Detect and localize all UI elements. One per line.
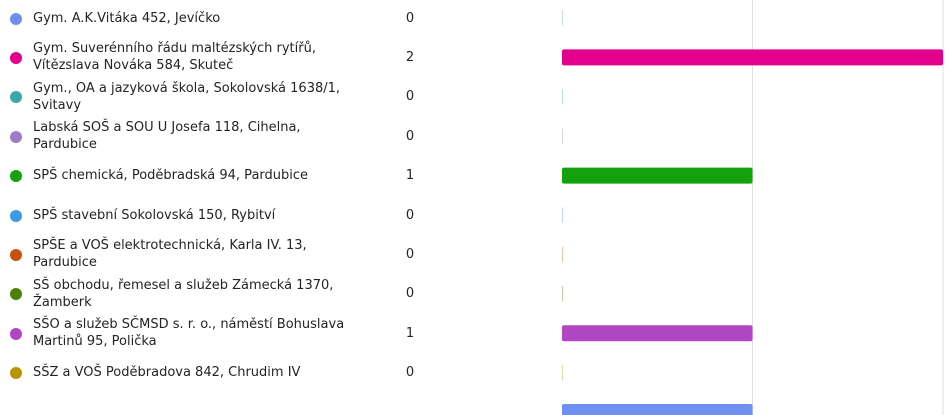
bar xyxy=(562,246,563,263)
value-label: 0 xyxy=(405,207,415,223)
legend-dot xyxy=(10,327,22,340)
bar xyxy=(562,49,943,66)
legend-row: SŠO a služeb SČMSD s. r. o., náměstí Boh… xyxy=(0,314,430,353)
legend-dot xyxy=(10,170,22,183)
legend-row: Gym. Suverénního řádu maltézských rytířů… xyxy=(0,38,430,77)
category-label: Gym. Suverénního řádu maltézských rytířů… xyxy=(33,41,316,74)
bar xyxy=(562,167,753,184)
bar xyxy=(562,88,563,105)
value-label: 0 xyxy=(405,365,415,381)
category-label: SŠZ a VOŠ Poděbradova 842, Chrudim IV xyxy=(33,365,301,381)
value-label: 0 xyxy=(405,246,415,262)
legend-row: Gym. A.K.Vitáka 452, Jevíčko 0 xyxy=(0,0,430,38)
value-label: 1 xyxy=(405,168,415,184)
legend-dot xyxy=(10,130,22,143)
legend-row: Gym., OA a jazyková škola, Sokolovská 16… xyxy=(0,77,430,116)
category-label: SŠO a služeb SČMSD s. r. o., náměstí Boh… xyxy=(33,317,345,350)
category-label: SŠ obchodu, řemesel a služeb Zámecká 137… xyxy=(33,277,334,310)
value-label: 2 xyxy=(405,49,415,65)
bar xyxy=(562,10,563,26)
legend-dot xyxy=(10,248,22,261)
category-label: Gym. A.K.Vitáka 452, Jevíčko xyxy=(33,10,221,26)
category-label: SPŠ chemická, Poděbradská 94, Pardubice xyxy=(33,168,309,184)
legend-row: SPŠ stavební Sokolovská 150, Rybitví 0 xyxy=(0,196,430,235)
legend-dot xyxy=(10,51,22,64)
legend-row: SPŠ chemická, Poděbradská 94, Pardubice 1 xyxy=(0,156,430,195)
legend-dot xyxy=(10,12,22,25)
legend-dot xyxy=(10,91,22,104)
bar xyxy=(562,128,563,145)
bar xyxy=(562,207,563,223)
value-label: 0 xyxy=(405,128,415,144)
category-label: Gym., OA a jazyková škola, Sokolovská 16… xyxy=(33,80,341,113)
value-label: 0 xyxy=(405,10,415,26)
legend-row: Labská SOŠ a SOU U Josefa 118, Cihelna, … xyxy=(0,117,430,156)
legend-dot xyxy=(10,288,22,301)
category-label: SPŠE a VOŠ elektrotechnická, Karla IV. 1… xyxy=(33,238,307,271)
legend-row: SŠ obchodu, řemesel a služeb Zámecká 137… xyxy=(0,274,430,313)
legend-dot xyxy=(10,367,22,380)
legend-dot xyxy=(10,209,22,222)
category-label: SPŠ stavební Sokolovská 150, Rybitví xyxy=(33,207,276,223)
value-label: 1 xyxy=(405,325,415,341)
value-label: 0 xyxy=(405,89,415,105)
bar xyxy=(562,364,563,381)
legend-row: SPŠE a VOŠ elektrotechnická, Karla IV. 1… xyxy=(0,235,430,274)
value-label: 0 xyxy=(405,286,415,302)
bar xyxy=(562,285,563,302)
bar xyxy=(562,325,753,342)
bar xyxy=(562,404,753,415)
category-label: Labská SOŠ a SOU U Josefa 118, Cihelna, … xyxy=(33,120,301,153)
legend-row: SŠZ a VOŠ Poděbradova 842, Chrudim IV 0 xyxy=(0,353,430,392)
